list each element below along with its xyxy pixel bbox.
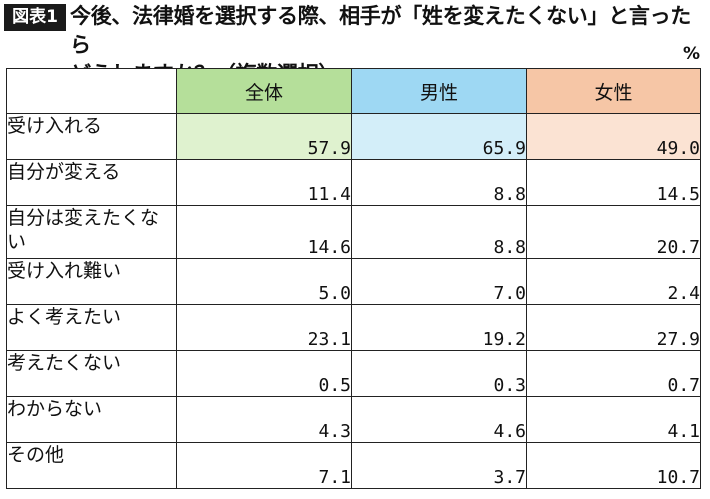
value-cell-male: 8.8 (351, 159, 527, 206)
value-cell-female: 0.7 (526, 350, 701, 397)
header-corner (6, 68, 177, 114)
value-cell-female: 2.4 (526, 258, 701, 305)
value-cell-male: 7.0 (351, 258, 527, 305)
figure-label: 図表1 (4, 4, 66, 31)
value-cell-male: 4.6 (351, 396, 527, 443)
table-row: 自分は変えたくない 14.6 8.8 20.7 (6, 205, 701, 259)
row-label: 受け入れ難い (6, 258, 177, 305)
row-label: 自分は変えたくない (6, 205, 177, 259)
value-cell-female: 20.7 (526, 205, 701, 259)
value-cell-all: 4.3 (176, 396, 352, 443)
value-cell-all: 7.1 (176, 442, 352, 489)
column-header-all: 全体 (176, 68, 352, 114)
column-header-female: 女性 (526, 68, 701, 114)
table-row: 自分が変える 11.4 8.8 14.5 (6, 159, 701, 206)
value-cell-male: 0.3 (351, 350, 527, 397)
value-cell-male: 65.9 (351, 113, 527, 160)
value-cell-all: 0.5 (176, 350, 352, 397)
value-cell-female: 49.0 (526, 113, 701, 160)
title-line-1: 今後、法律婚を選択する際、相手が「姓を変えたくない」と言ったら (70, 4, 691, 57)
value-cell-all: 23.1 (176, 304, 352, 351)
table-row: よく考えたい 23.1 19.2 27.9 (6, 304, 701, 351)
row-label: よく考えたい (6, 304, 177, 351)
header-row: 全体 男性 女性 (6, 68, 701, 114)
value-cell-male: 3.7 (351, 442, 527, 489)
table-row: 考えたくない 0.5 0.3 0.7 (6, 350, 701, 397)
row-label: 考えたくない (6, 350, 177, 397)
data-table: 全体 男性 女性 受け入れる 57.9 65.9 49.0 自分が変える 11.4 8.8 1… (6, 68, 701, 489)
table-row: その他 7.1 3.7 10.7 (6, 442, 701, 489)
value-cell-all: 14.6 (176, 205, 352, 259)
value-cell-female: 10.7 (526, 442, 701, 489)
row-label: その他 (6, 442, 177, 489)
value-cell-male: 19.2 (351, 304, 527, 351)
value-cell-female: 27.9 (526, 304, 701, 351)
table-row: 受け入れる 57.9 65.9 49.0 (6, 113, 701, 160)
row-label: 自分が変える (6, 159, 177, 206)
table-body: 受け入れる 57.9 65.9 49.0 自分が変える 11.4 8.8 14.5 自分は変えた… (6, 113, 701, 489)
row-label: 受け入れる (6, 113, 177, 160)
table-row: わからない 4.3 4.6 4.1 (6, 396, 701, 443)
table-row: 受け入れ難い 5.0 7.0 2.4 (6, 258, 701, 305)
value-cell-all: 5.0 (176, 258, 352, 305)
unit-label: % (682, 44, 700, 64)
value-cell-male: 8.8 (351, 205, 527, 259)
value-cell-female: 14.5 (526, 159, 701, 206)
value-cell-all: 57.9 (176, 113, 352, 160)
row-label: わからない (6, 396, 177, 443)
value-cell-all: 11.4 (176, 159, 352, 206)
column-header-male: 男性 (351, 68, 527, 114)
value-cell-female: 4.1 (526, 396, 701, 443)
